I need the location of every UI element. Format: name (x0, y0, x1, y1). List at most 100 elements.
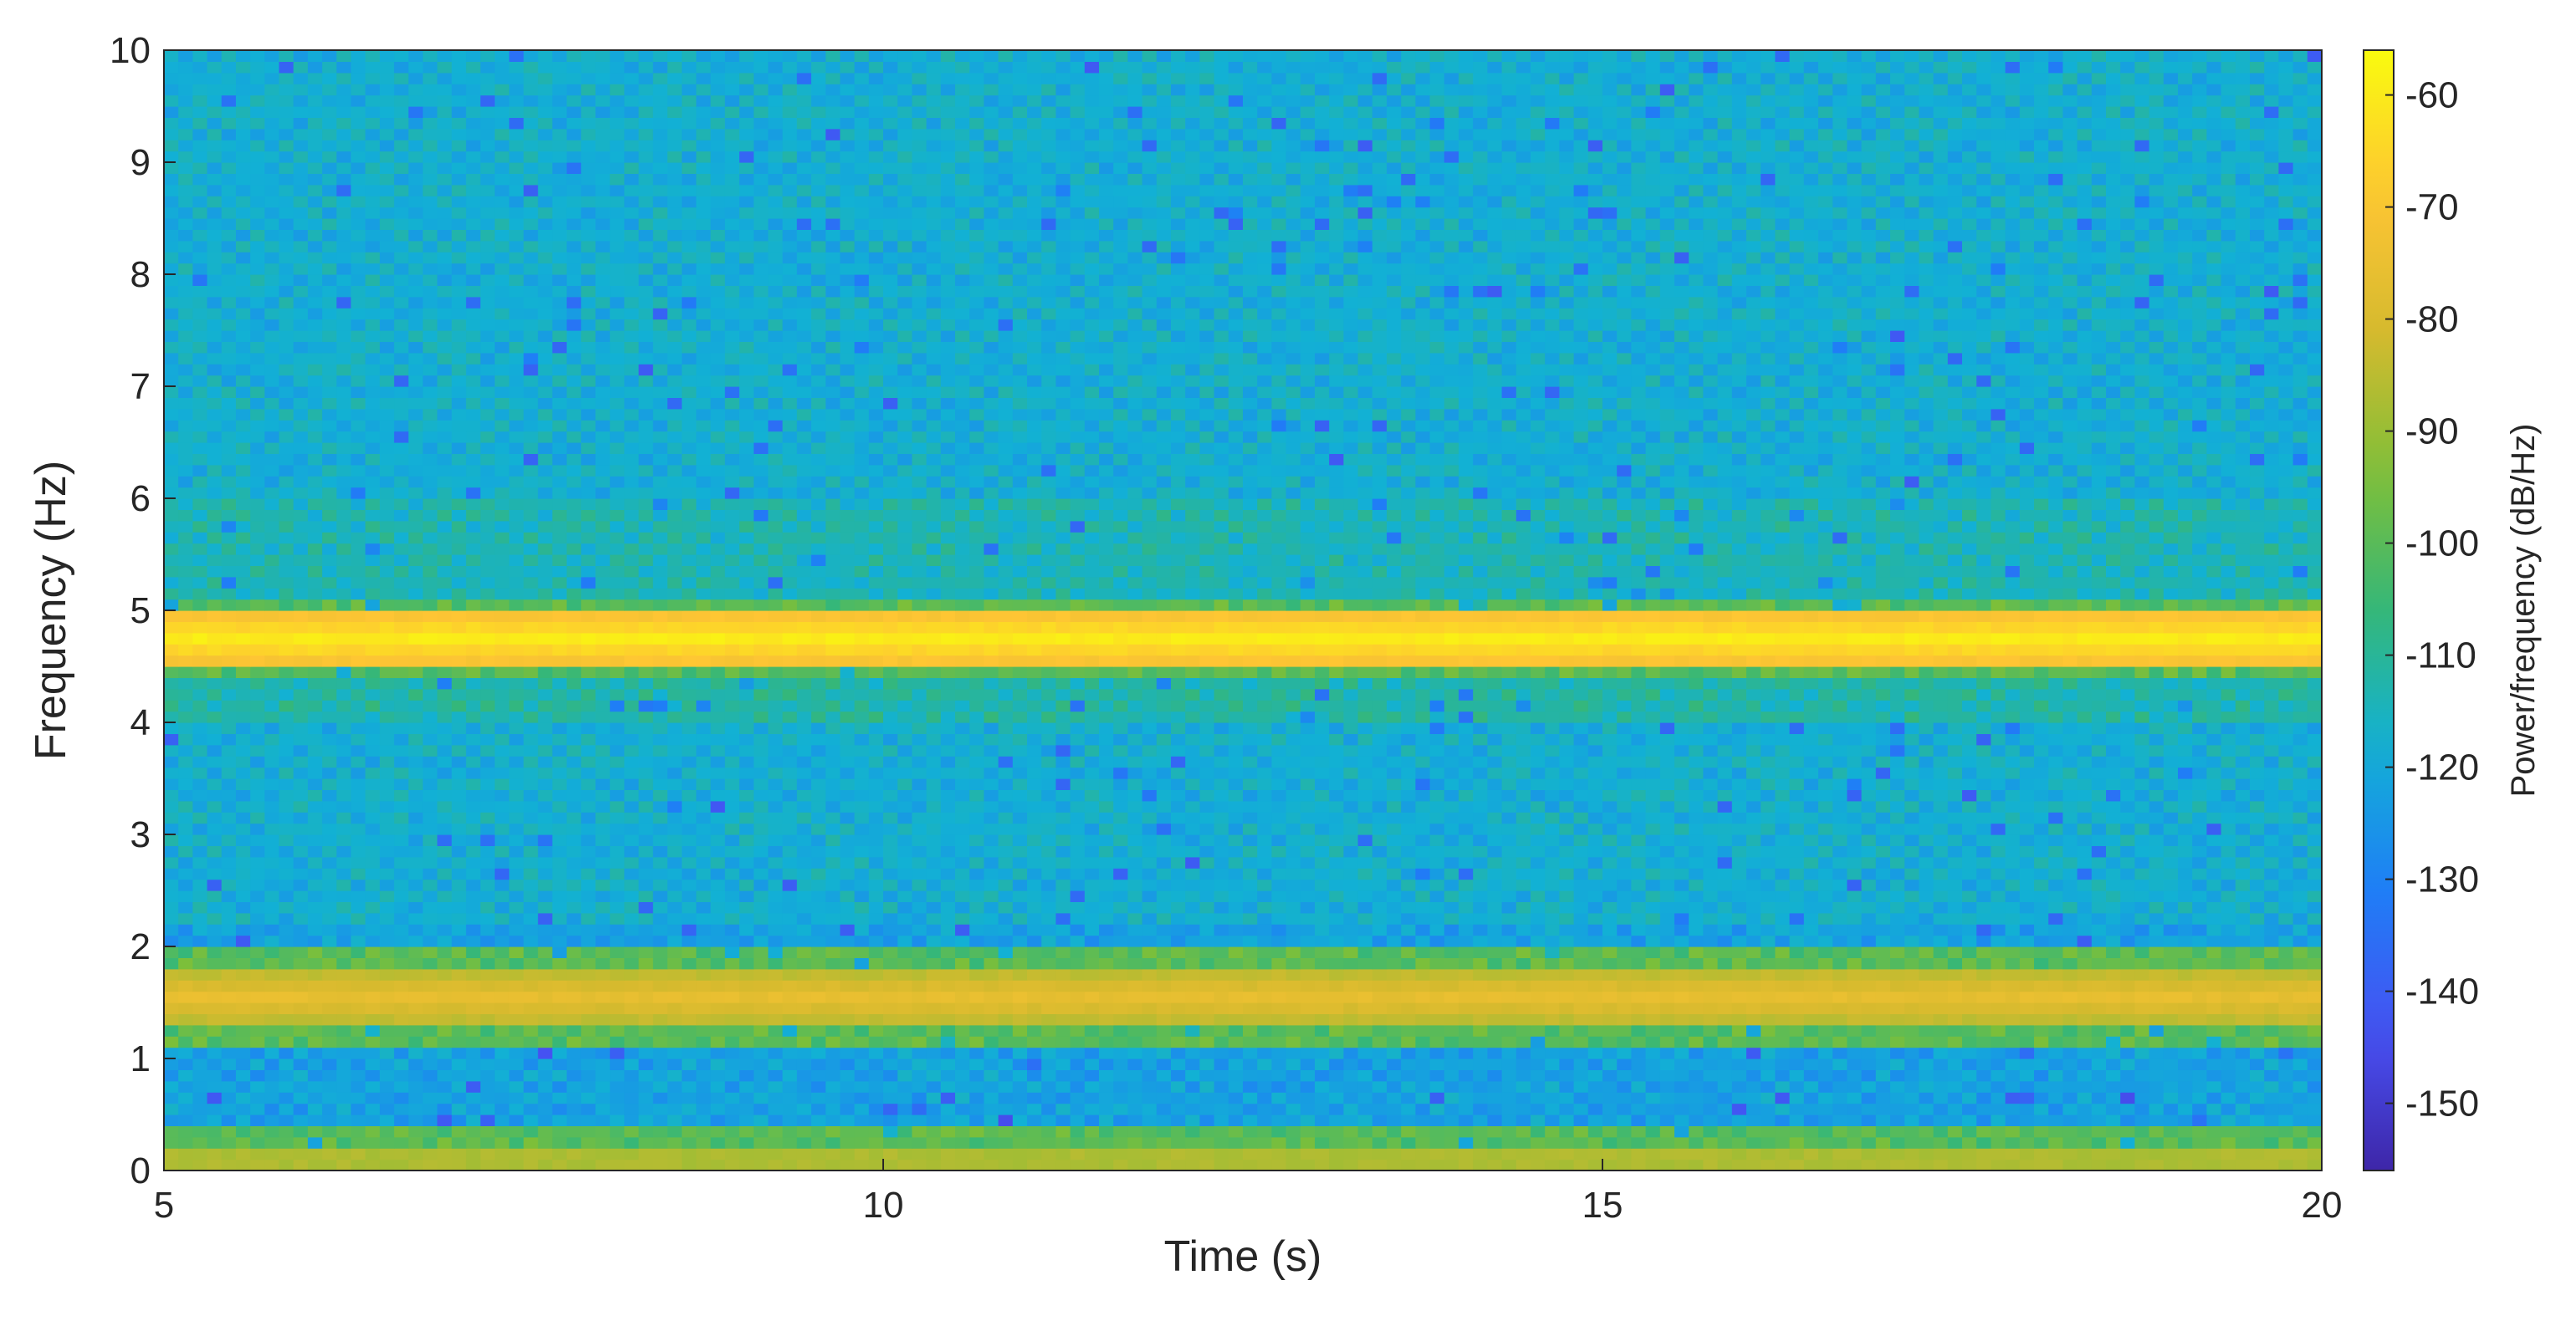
heatmap-cell (221, 957, 237, 970)
heatmap-cell (897, 968, 912, 981)
heatmap-cell (624, 912, 640, 925)
heatmap-cell (811, 957, 826, 970)
heatmap-cell (1631, 1036, 1647, 1048)
heatmap-cell (897, 845, 912, 858)
heatmap-cell (926, 991, 942, 1003)
heatmap-cell (1703, 834, 1719, 846)
heatmap-cell (1515, 1080, 1531, 1093)
heatmap-cell (1055, 868, 1071, 880)
heatmap-cell (1631, 1114, 1647, 1126)
heatmap-cell (408, 924, 424, 936)
heatmap-cell (1962, 935, 1977, 947)
heatmap-cell (710, 879, 726, 891)
heatmap-cell (984, 1125, 999, 1138)
heatmap-cell (408, 890, 424, 902)
heatmap-cell (422, 1136, 438, 1149)
heatmap-cell (1257, 1069, 1272, 1082)
heatmap-cell (1515, 834, 1531, 846)
heatmap-cell (1027, 812, 1042, 824)
heatmap-cell (365, 1136, 381, 1149)
heatmap-cell (1717, 924, 1733, 936)
heatmap-cell (1559, 834, 1575, 846)
heatmap-cell (1904, 980, 1919, 992)
heatmap-cell (250, 1125, 265, 1138)
heatmap-cell (768, 823, 784, 835)
heatmap-cell (1717, 1092, 1733, 1104)
heatmap-cell (710, 1069, 726, 1082)
heatmap-cell (192, 1069, 208, 1082)
heatmap-cell (1674, 868, 1689, 880)
heatmap-cell (207, 1069, 222, 1082)
heatmap-cell (1689, 879, 1704, 891)
heatmap-cell (1976, 901, 1991, 914)
heatmap-cell (2120, 868, 2135, 880)
heatmap-cell (1084, 924, 1100, 936)
heatmap-cell (1127, 1058, 1143, 1070)
heatmap-cell (1674, 1047, 1689, 1059)
heatmap-cell (422, 868, 438, 880)
heatmap-cell (1070, 1080, 1086, 1093)
heatmap-cell (1746, 1148, 1761, 1160)
heatmap-cell (2048, 1036, 2063, 1048)
heatmap-cell (840, 924, 856, 936)
heatmap-cell (1113, 1148, 1128, 1160)
heatmap-cell (1070, 980, 1086, 992)
heatmap-cell (825, 834, 841, 846)
heatmap-cell (1055, 1125, 1071, 1138)
heatmap-cell (2091, 1148, 2107, 1160)
heatmap-cell (1084, 1114, 1100, 1126)
heatmap-cell (365, 845, 381, 858)
heatmap-cell (1890, 890, 1905, 902)
heatmap-cell (854, 1047, 870, 1059)
heatmap-cell (1645, 912, 1661, 925)
heatmap-cell (452, 812, 467, 824)
heatmap-cell (1689, 845, 1704, 858)
heatmap-cell (2091, 1159, 2107, 1171)
heatmap-cell (1703, 912, 1719, 925)
heatmap-cell (178, 957, 193, 970)
heatmap-cell (796, 991, 812, 1003)
heatmap-cell (494, 800, 510, 813)
heatmap-cell (768, 1092, 784, 1104)
heatmap-cell (1185, 912, 1200, 925)
heatmap-cell (2192, 1136, 2207, 1149)
heatmap-cell (1199, 1114, 1215, 1126)
heatmap-cell (1387, 980, 1402, 992)
heatmap-cell (1372, 1013, 1388, 1026)
heatmap-cell (538, 991, 553, 1003)
heatmap-cell (1545, 1148, 1560, 1160)
heatmap-cell (768, 912, 784, 925)
heatmap-cell (1789, 1103, 1805, 1115)
heatmap-cell (221, 991, 237, 1003)
heatmap-cell (509, 812, 524, 824)
heatmap-cell (2307, 980, 2323, 992)
heatmap-cell (1127, 980, 1143, 992)
heatmap-cell (1113, 957, 1128, 970)
heatmap-cell (2120, 845, 2135, 858)
heatmap-cell (1875, 1002, 1891, 1014)
heatmap-cell (1775, 1058, 1791, 1070)
heatmap-cell (437, 1047, 452, 1059)
heatmap-cell (2221, 1103, 2236, 1115)
heatmap-cell (710, 856, 726, 869)
heatmap-cell (926, 901, 942, 914)
heatmap-cell (1084, 935, 1100, 947)
heatmap-cell (926, 879, 942, 891)
heatmap-cell (1228, 890, 1244, 902)
heatmap-cell (1775, 1069, 1791, 1082)
heatmap-cell (1789, 946, 1805, 958)
heatmap-cell (1501, 968, 1517, 981)
heatmap-cell (1559, 901, 1575, 914)
heatmap-cell (1674, 935, 1689, 947)
heatmap-cell (1515, 1058, 1531, 1070)
heatmap-cell (566, 1058, 582, 1070)
heatmap-cell (494, 968, 510, 981)
heatmap-cell (912, 901, 928, 914)
heatmap-cell (782, 1069, 798, 1082)
heatmap-cell (250, 1058, 265, 1070)
heatmap-cell (279, 946, 294, 958)
heatmap-cell (1919, 1148, 1935, 1160)
heatmap-cell (868, 946, 884, 958)
heatmap-cell (207, 1114, 222, 1126)
heatmap-cell (1113, 912, 1128, 925)
